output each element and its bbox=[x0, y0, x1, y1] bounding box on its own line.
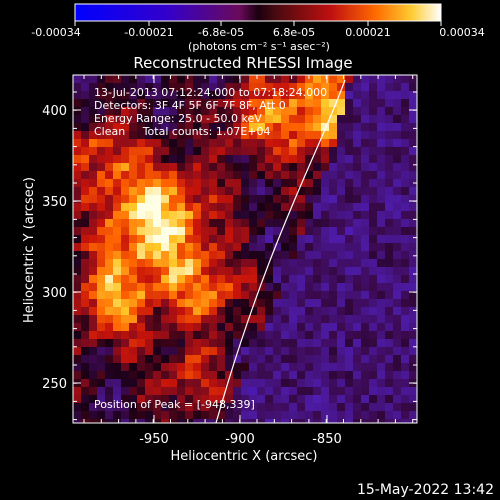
y-tick-label-1: 400 bbox=[42, 104, 67, 119]
heatmap-image bbox=[73, 75, 417, 423]
colorbar-tick-6: 0.00034 bbox=[439, 26, 485, 39]
plot-frame bbox=[72, 74, 418, 424]
x-axis-label: Heliocentric X (arcsec) bbox=[171, 449, 318, 464]
detectors-text: Detectors: 3F 4F 5F 6F 7F 8F, Att 0 bbox=[94, 99, 286, 112]
colorbar-tick-1: -0.00034 bbox=[31, 26, 80, 39]
x-tick-label-3: -850 bbox=[312, 432, 342, 447]
y-axis-label: Heliocentric Y (arcsec) bbox=[22, 177, 37, 323]
x-tick-label-1: -950 bbox=[139, 432, 169, 447]
plot-annotations: 13-Jul-2013 07:12:24.000 to 07:18:24.000… bbox=[94, 86, 327, 411]
peak-position-text: Position of Peak = [-948,339] bbox=[94, 398, 255, 411]
time-range-text: 13-Jul-2013 07:12:24.000 to 07:18:24.000 bbox=[94, 86, 327, 99]
colorbar-tick-2: -0.00021 bbox=[124, 26, 173, 39]
y-tick-label-3: 300 bbox=[42, 286, 67, 301]
plot-title: Reconstructed RHESSI Image bbox=[133, 54, 352, 72]
footer-date: 15-May-2022 13:42 bbox=[357, 482, 494, 498]
y-tick-label-4: 250 bbox=[42, 377, 67, 392]
colorbar-tick-3: -6.8e-05 bbox=[198, 26, 244, 39]
colorbar: -0.00034 -0.00021 -6.8e-05 6.8e-05 0.000… bbox=[31, 3, 485, 53]
solar-limb-curve bbox=[215, 79, 346, 423]
colorbar-tick-4: 6.8e-05 bbox=[273, 26, 315, 39]
energy-range-text: Energy Range: 25.0 - 50.0 keV bbox=[94, 112, 262, 125]
colorbar-unit-label: (photons cm⁻² s⁻¹ asec⁻²) bbox=[188, 40, 330, 53]
clean-counts-text: Clean Total counts: 1.07E+04 bbox=[94, 125, 271, 138]
x-tick-label-2: -900 bbox=[225, 432, 255, 447]
colorbar-gradient bbox=[74, 3, 442, 22]
y-tick-label-2: 350 bbox=[42, 195, 67, 210]
colorbar-tick-5: 0.00021 bbox=[345, 26, 391, 39]
